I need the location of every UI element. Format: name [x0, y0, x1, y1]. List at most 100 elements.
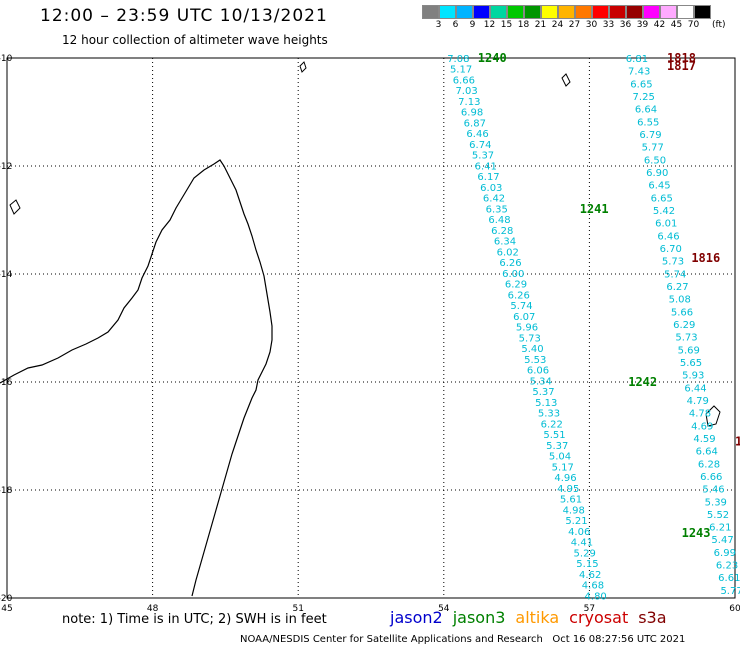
wave-height-value: 5.15 — [576, 559, 598, 570]
madagascar-coastline — [0, 159, 273, 597]
map-subtitle: 12 hour collection of altimeter wave hei… — [62, 33, 328, 47]
wave-height-value: 5.73 — [519, 333, 541, 344]
wave-height-value: 5.66 — [671, 307, 693, 318]
satellite-legend: jason2 jason3 altika cryosat s3a — [390, 608, 667, 627]
wave-height-value: 6.90 — [646, 168, 668, 179]
credit-line: NOAA/NESDIS Center for Satellite Applica… — [240, 634, 685, 645]
wave-height-value: 7.03 — [455, 86, 477, 97]
color-scale-cell — [422, 5, 439, 19]
wave-height-value: 6.29 — [505, 280, 527, 291]
color-scale-cell — [541, 5, 558, 19]
satellite-name: altika — [515, 608, 560, 627]
longitude-label: 54 — [438, 604, 450, 614]
color-scale-label: 33 — [602, 20, 615, 30]
wave-height-value: 5.08 — [669, 295, 691, 306]
wave-height-value: 6.17 — [477, 172, 499, 183]
color-scale-label: 70 — [687, 20, 700, 30]
wave-height-value: 5.52 — [707, 510, 729, 521]
color-scale-label: 24 — [551, 20, 564, 30]
latitude-label: -14 — [0, 270, 13, 280]
wave-height-value: 6.64 — [635, 105, 657, 116]
color-scale-label: 30 — [585, 20, 598, 30]
wave-height-value: 6.87 — [464, 118, 486, 129]
wave-height-value: 7.13 — [458, 97, 480, 108]
wave-height-value: 6.27 — [666, 282, 688, 293]
color-scale-label: 45 — [670, 20, 683, 30]
wave-height-value: 5.42 — [653, 206, 675, 217]
satellite-name: jason2 — [390, 608, 443, 627]
wave-height-value: 6.79 — [639, 130, 661, 141]
wave-height-value: 4.59 — [693, 434, 715, 445]
color-scale-label: 18 — [517, 20, 530, 30]
pass-number-label: 1242 — [628, 375, 657, 389]
pass-number-label: 1815 — [735, 434, 740, 448]
color-scale-cell — [592, 5, 609, 19]
wave-height-value: 5.37 — [472, 151, 494, 162]
longitude-label: 60 — [729, 604, 740, 614]
wave-height-value: 6.35 — [486, 204, 508, 215]
wave-height-value: 6.66 — [700, 472, 722, 483]
wave-height-value: 6.00 — [502, 269, 524, 280]
wave-height-value: 6.41 — [475, 161, 497, 172]
color-scale-label: 36 — [619, 20, 632, 30]
color-scale-cell — [524, 5, 541, 19]
wave-height-value: 6.28 — [698, 459, 720, 470]
footnote: note: 1) Time is in UTC; 2) SWH is in fe… — [62, 612, 327, 627]
wave-height-value: 6.64 — [696, 447, 718, 458]
timestamp: Oct 16 08:27:56 UTC 2021 — [552, 634, 686, 645]
wave-height-value: 4.62 — [579, 570, 601, 581]
wave-height-value: 5.65 — [680, 358, 702, 369]
wave-height-value: 6.07 — [513, 312, 535, 323]
color-scale-label: 3 — [435, 20, 442, 30]
wave-height-value: 4.80 — [585, 591, 607, 602]
color-scale-labels: 3 6 9 12 15 18 21 24 27 30 33 36 39 42 45 70 — [422, 20, 702, 30]
wave-height-value: 5.47 — [711, 535, 733, 546]
wave-height-value: 5.04 — [549, 452, 571, 463]
wave-height-value: 6.61 — [718, 573, 740, 584]
small-island — [561, 73, 571, 87]
wave-height-value: 5.17 — [552, 462, 574, 473]
color-scale-cell — [558, 5, 575, 19]
map-frame — [6, 57, 736, 599]
pass-number-label: 1818 — [667, 51, 696, 65]
satellite-name: cryosat — [569, 608, 629, 627]
color-scale-cell — [643, 5, 660, 19]
color-scale-cell — [677, 5, 694, 19]
pass-number-label: 1240 — [478, 51, 507, 65]
wave-height-value: 4.41 — [571, 538, 593, 549]
wave-height-value: 5.96 — [516, 323, 538, 334]
wave-height-value: 6.44 — [684, 383, 706, 394]
wave-height-value: 6.50 — [644, 155, 666, 166]
wave-height-value: 4.79 — [687, 396, 709, 407]
wave-height-value: 6.70 — [660, 244, 682, 255]
wave-height-value: 5.93 — [682, 371, 704, 382]
color-scale-label: 9 — [469, 20, 476, 30]
pass-number-label: 1243 — [682, 526, 711, 540]
color-scale-cell — [694, 5, 711, 19]
wave-height-value: 4.95 — [557, 484, 579, 495]
wave-height-value: 4.78 — [689, 409, 711, 420]
wave-height-value: 5.77 — [720, 586, 740, 597]
color-scale-label: 15 — [500, 20, 513, 30]
small-island — [9, 199, 21, 215]
wave-height-value: 5.77 — [642, 143, 664, 154]
map-title: 12:00 – 23:59 UTC 10/13/2021 — [40, 6, 328, 26]
wave-height-value: 4.98 — [563, 505, 585, 516]
wave-height-value: 4.68 — [582, 581, 604, 592]
map-grid: 45 48 51 54 57 60 -10 -12 -14 -16 -18 -20 — [0, 54, 740, 614]
wave-height-value: 6.22 — [541, 419, 563, 430]
color-scale-bar — [422, 5, 711, 19]
wave-height-value: 6.03 — [480, 183, 502, 194]
wave-height-value: 5.33 — [538, 409, 560, 420]
wave-height-value: 5.73 — [675, 333, 697, 344]
wave-height-value: 6.23 — [716, 561, 738, 572]
wave-height-value: 6.34 — [494, 237, 516, 248]
wave-height-value: 6.98 — [461, 108, 483, 119]
color-scale-label: 39 — [636, 20, 649, 30]
wave-height-value: 5.46 — [702, 485, 724, 496]
latitude-label: -18 — [0, 486, 13, 496]
wave-height-value: 5.51 — [543, 430, 565, 441]
wave-height-value: 5.69 — [678, 345, 700, 356]
latitude-label: -20 — [0, 594, 13, 604]
